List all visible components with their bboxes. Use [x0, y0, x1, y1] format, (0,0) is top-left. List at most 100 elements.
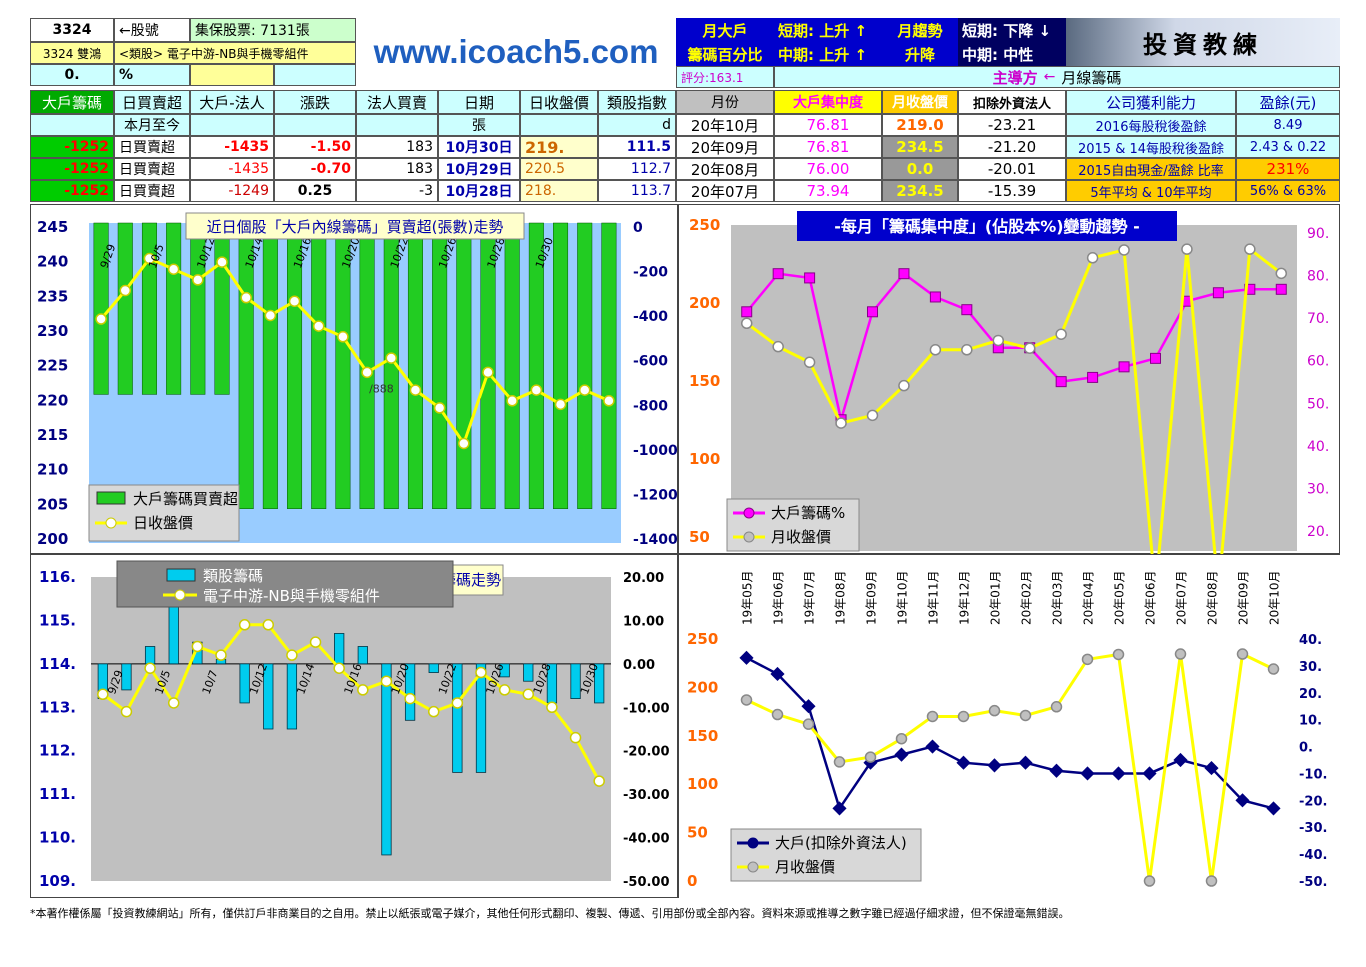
sector-bar — [286, 663, 298, 730]
chip-bar — [504, 222, 520, 509]
y-tick-left: 225 — [37, 357, 68, 375]
x-tick-label: 19年06月 — [772, 570, 786, 625]
concentration-point — [1055, 376, 1067, 388]
x-tick-label: 19年11月 — [927, 570, 941, 625]
monthly-price-point — [866, 409, 879, 422]
y-tick-right: 30. — [1299, 660, 1322, 675]
sector-index-point — [522, 688, 535, 701]
y-tick-right: 40. — [1299, 633, 1322, 648]
monthly-price-point — [1050, 701, 1063, 713]
chip-bar — [553, 222, 569, 509]
percent-sign: % — [114, 64, 190, 86]
x-tick-label: 19年12月 — [958, 570, 972, 625]
daily-row-cell: 218. — [520, 180, 598, 202]
sector-bar — [475, 663, 487, 773]
close-price-point — [385, 352, 398, 364]
chart-panel-monthly: 250 200 150 100 50 90. 80. 70. 60. 50. 40. 30. 20. -每… — [678, 204, 1340, 592]
chart-panel-sector: 116. 115. 114. 113. 112. 111. 110. 109. 20.00 10.… — [30, 554, 678, 898]
holders: 集保股票: 7131張 — [190, 18, 356, 42]
y-tick-left: 50 — [689, 528, 710, 546]
monthly-concentration-chart: 250 200 150 100 50 90. 80. 70. 60. 50. 40. 30. 20. -每… — [689, 211, 1329, 592]
legend-swatch — [166, 568, 196, 582]
logo-text: 投資教練 — [1143, 29, 1263, 59]
monthly-price-point — [1019, 709, 1032, 722]
profit-row-cell: 5年平均 & 10年平均 — [1066, 180, 1236, 202]
sector-bar — [381, 663, 392, 856]
legend-box — [116, 560, 454, 608]
y-tick-right: -400 — [633, 309, 668, 325]
y-tick-right: 30. — [1307, 481, 1329, 497]
daily-row-cell: 113.7 — [598, 180, 676, 202]
sector-index-point — [309, 636, 322, 648]
chart-title: -每月「籌碼集中度」(佔股本%)變動趨勢 - — [834, 217, 1140, 236]
monthly-price-point — [1023, 342, 1036, 354]
monthly-price-point — [771, 708, 784, 721]
x-tick-label: 20年06月 — [1144, 570, 1158, 625]
daily-row-cell: -1249 — [190, 180, 274, 202]
sector-bar — [334, 633, 345, 665]
y-tick-left: 210 — [37, 461, 68, 479]
sector-bar — [523, 663, 534, 682]
profit-row-cell: 8.49 — [1236, 114, 1340, 136]
stock-name: 3324 雙鴻 — [30, 42, 114, 64]
y-tick-left: 220 — [37, 391, 68, 409]
bigholder-point — [1266, 801, 1281, 816]
monthly-trend-label: 月趨勢 — [882, 18, 958, 42]
profit-row-cell: 2015 & 14每股稅後盈餘 — [1066, 136, 1236, 158]
profit-row-cell: 2.43 & 0.22 — [1236, 136, 1340, 158]
monthly-row-cell: 234.5 — [882, 136, 958, 158]
y-tick-left: 109. — [39, 872, 76, 890]
monthly-row-cell: 20年08月 — [676, 158, 774, 180]
chart-title: 近日個股「大戶內線籌碼」買賣超(張數)走勢 — [207, 218, 504, 236]
y-tick-right: 90. — [1307, 226, 1329, 242]
website-link[interactable]: www.icoach5.com — [373, 33, 659, 70]
y-tick-right: 10. — [1299, 714, 1322, 729]
blank-cell — [274, 64, 356, 86]
y-tick-right: -200 — [633, 265, 668, 281]
monthly-price-point — [1244, 243, 1256, 255]
sector-index-point — [357, 684, 369, 696]
concentration-point — [1118, 361, 1130, 373]
monthly-price-point — [1086, 252, 1099, 264]
close-price-point — [506, 395, 518, 407]
monthly-price-point — [929, 344, 942, 356]
monthly-row-cell: 20年10月 — [676, 114, 774, 136]
profit-row-cell: 2016每股稅後盈餘 — [1066, 114, 1236, 136]
bigholder-point — [956, 755, 971, 770]
close-price-line — [99, 256, 610, 447]
zero-value: 0. — [30, 64, 114, 86]
y-tick-left: 111. — [39, 785, 76, 803]
monthly-row-cell: -21.20 — [958, 136, 1066, 158]
monthly-trend-label-2: 升降 — [882, 42, 958, 66]
y-tick-left: 116. — [39, 568, 76, 586]
close-price-point — [143, 252, 156, 265]
daily-subheader-cell: d — [598, 114, 676, 136]
y-tick-left: 100 — [687, 775, 718, 793]
sector-index-point — [97, 688, 109, 701]
x-tick-label: 19年10月 — [896, 570, 910, 625]
legend-label: 大戶籌碼買賣超 — [133, 490, 238, 508]
sector-label: <類股> 電子中游-NB與手機零組件 — [114, 42, 356, 64]
y-tick-left: 200 — [687, 678, 718, 696]
y-tick-right: -1400 — [633, 532, 678, 548]
sector-index-point — [238, 619, 251, 631]
monthly-row-cell: -15.39 — [958, 180, 1066, 202]
legend-label: 類股籌碼 — [203, 567, 263, 585]
monthly-row-cell: -23.21 — [958, 114, 1066, 136]
sector-index-point — [404, 692, 416, 705]
x-tick-label: 19年09月 — [865, 570, 879, 625]
bigholder-point — [1018, 755, 1033, 770]
short-term-trend-2: 短期: 下降 ↓ — [958, 18, 1066, 42]
daily-header-cell: 大戶籌碼 — [30, 90, 114, 114]
y-tick-right: -50.00 — [623, 875, 670, 890]
sector-index-line — [101, 623, 601, 782]
daily-row-cell: 10月29日 — [438, 158, 520, 180]
y-tick-right: -10. — [1299, 767, 1327, 782]
sector-index-point — [262, 619, 275, 631]
close-price-point — [337, 331, 349, 343]
y-tick-left: 250 — [687, 630, 718, 648]
chip-bar — [311, 222, 327, 509]
close-price-point — [264, 309, 277, 322]
daily-row-cell: 日買賣超 — [114, 136, 190, 158]
blank-cell — [190, 64, 274, 86]
